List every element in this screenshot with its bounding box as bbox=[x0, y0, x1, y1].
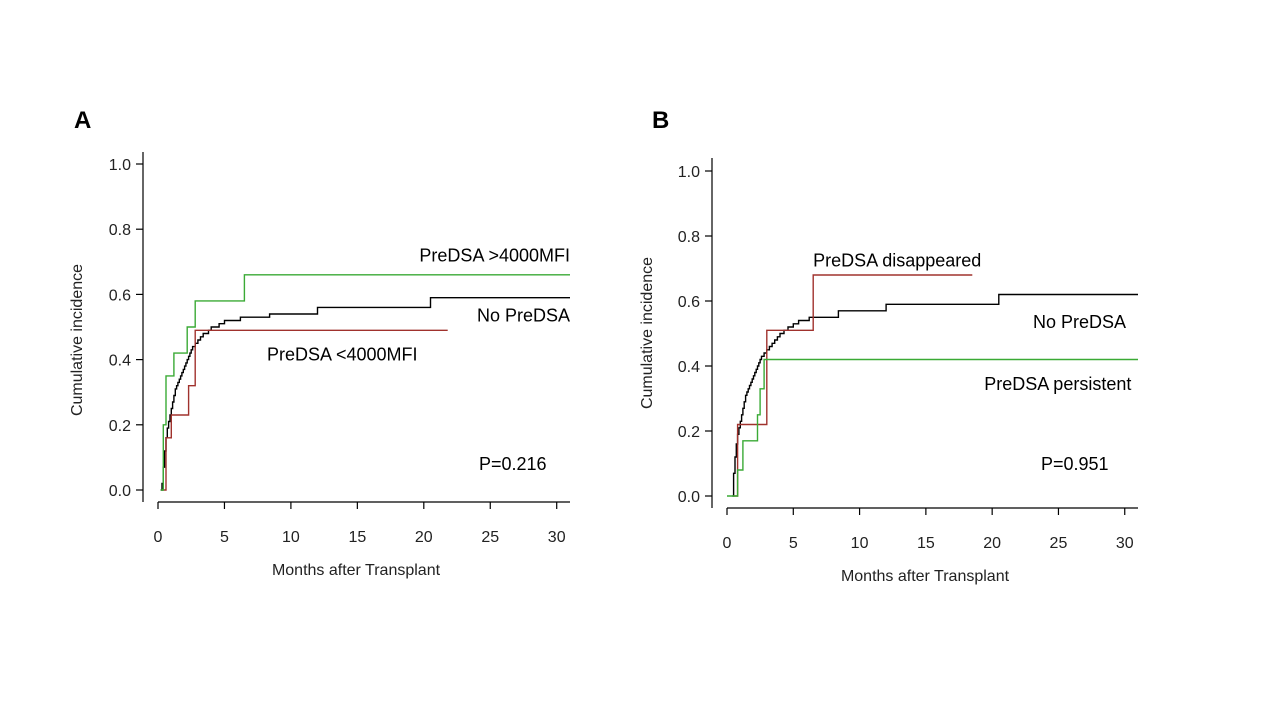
panel-label: B bbox=[652, 107, 669, 134]
x-tick-label: 20 bbox=[983, 535, 1001, 552]
series-curve-0 bbox=[732, 293, 1138, 497]
x-axis-title: Months after Transplant bbox=[272, 562, 441, 579]
series-label-2: PreDSA persistent bbox=[984, 374, 1131, 394]
series-label-1: PreDSA <4000MFI bbox=[267, 345, 418, 365]
y-tick-label: 0.6 bbox=[678, 294, 700, 311]
y-axis-title: Cumulative incidence bbox=[69, 264, 86, 416]
x-tick-label: 0 bbox=[723, 535, 732, 552]
y-axis-title: Cumulative incidence bbox=[639, 257, 656, 409]
y-tick-label: 0.2 bbox=[109, 418, 131, 435]
y-tick-label: 0.2 bbox=[678, 424, 700, 441]
series-curve-1 bbox=[733, 274, 973, 497]
series-label-2: PreDSA >4000MFI bbox=[419, 245, 570, 265]
chart-panel-b: B 0.0 0.2 0.4 0.6 0.8 1.0 0 5 10 15 20 25 30 Months af… bbox=[639, 107, 1138, 585]
y-tick-label: 0.0 bbox=[678, 489, 700, 506]
y-tick-label: 0.8 bbox=[678, 229, 700, 246]
x-tick-label: 5 bbox=[789, 535, 798, 552]
series-label-0: No PreDSA bbox=[477, 306, 570, 326]
x-tick-label: 20 bbox=[415, 529, 433, 546]
x-tick-label: 25 bbox=[1050, 535, 1068, 552]
y-tick-label: 1.0 bbox=[678, 164, 700, 181]
y-tick-label: 0.8 bbox=[109, 222, 131, 239]
y-tick-label: 0.4 bbox=[109, 353, 131, 370]
p-value-label: P=0.216 bbox=[479, 454, 547, 474]
x-tick-label: 30 bbox=[1116, 535, 1134, 552]
series-curve-1 bbox=[162, 329, 448, 491]
y-tick-label: 1.0 bbox=[109, 157, 131, 174]
x-tick-label: 10 bbox=[282, 529, 300, 546]
series-label-0: No PreDSA bbox=[1033, 312, 1126, 332]
series-label-1: PreDSA disappeared bbox=[813, 250, 981, 270]
x-tick-label: 25 bbox=[481, 529, 499, 546]
series-curve-0 bbox=[160, 297, 570, 491]
x-tick-label: 15 bbox=[917, 535, 935, 552]
series-curve-2 bbox=[727, 358, 1138, 497]
chart-panel-a: A 0.0 0.2 0.4 0.6 0.8 1.0 0 5 10 15 20 25 30 Months af… bbox=[69, 107, 570, 579]
x-axis-title: Months after Transplant bbox=[841, 568, 1010, 585]
p-value-label: P=0.951 bbox=[1041, 454, 1109, 474]
y-tick-label: 0.0 bbox=[109, 483, 131, 500]
x-tick-label: 15 bbox=[348, 529, 366, 546]
y-tick-label: 0.6 bbox=[109, 287, 131, 304]
x-tick-label: 5 bbox=[220, 529, 229, 546]
x-tick-label: 30 bbox=[548, 529, 566, 546]
panel-label: A bbox=[74, 107, 91, 134]
series-curve-2 bbox=[160, 274, 570, 491]
y-tick-label: 0.4 bbox=[678, 359, 700, 376]
x-tick-label: 10 bbox=[851, 535, 869, 552]
x-tick-label: 0 bbox=[154, 529, 163, 546]
